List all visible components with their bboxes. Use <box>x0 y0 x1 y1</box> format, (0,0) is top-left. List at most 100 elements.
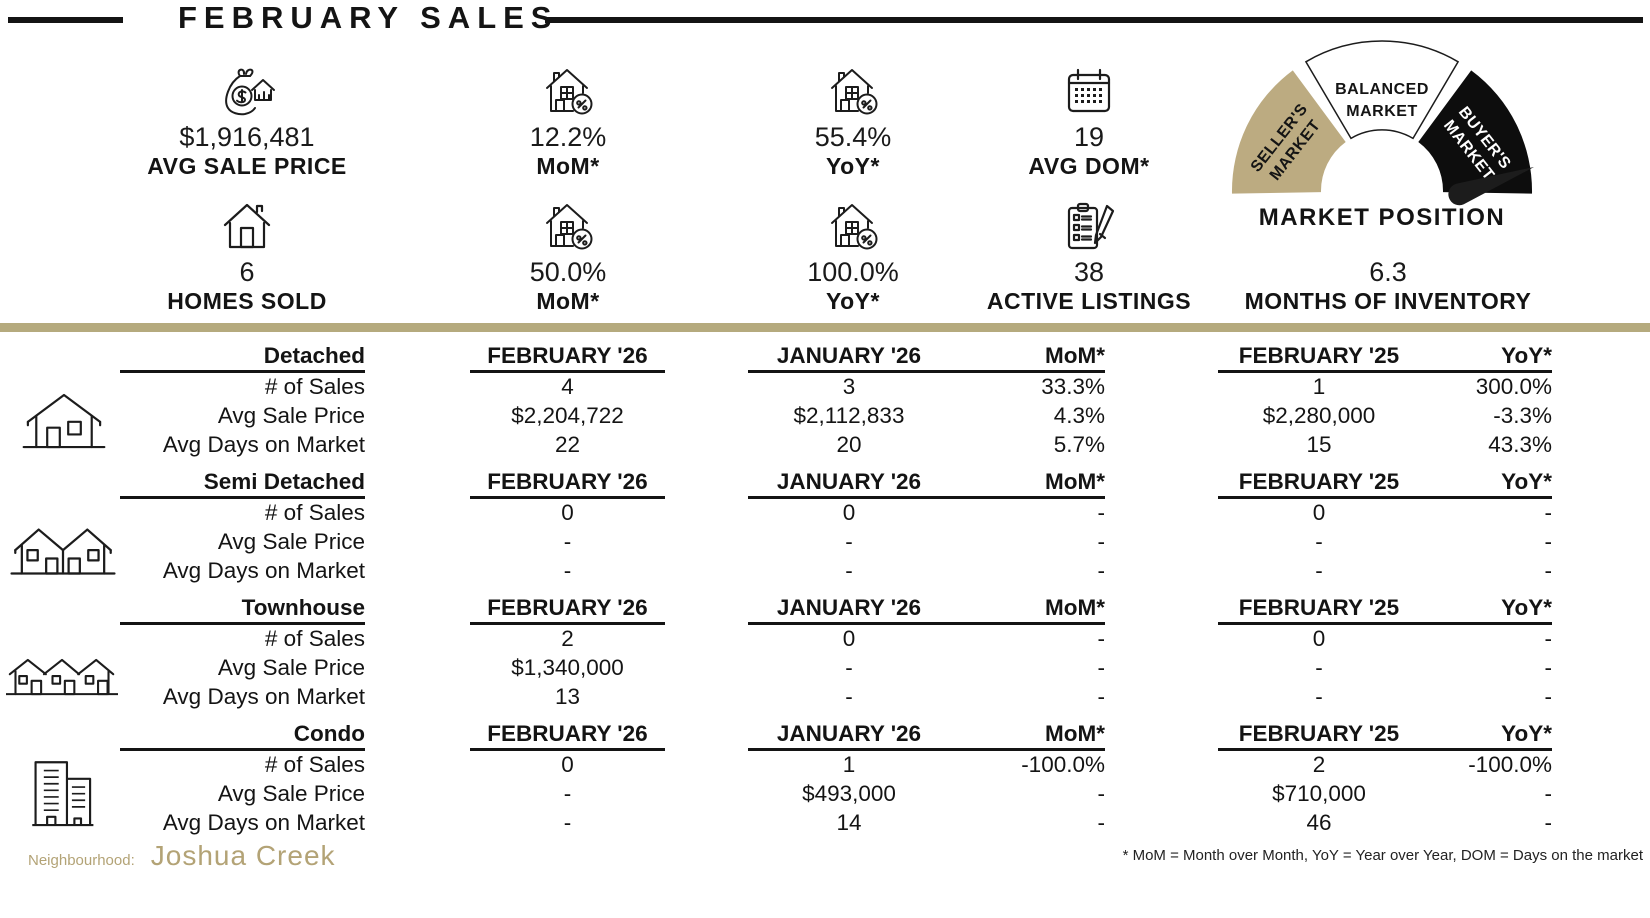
table-cell: - <box>563 810 572 836</box>
table-cell: 300.0% <box>1475 374 1552 400</box>
table-row: # of Sales 0 0 - 0 - <box>0 499 1650 528</box>
table-cell: $493,000 <box>802 781 896 807</box>
gauge-title: MARKET POSITION <box>1258 204 1506 231</box>
house-icon <box>221 201 273 253</box>
column-header: FEBRUARY '25 <box>1218 467 1420 499</box>
clipboard-pencil-icon <box>1061 201 1117 253</box>
table-cell: 1 <box>842 752 856 778</box>
column-header: FEBRUARY '26 <box>470 341 665 373</box>
section-title: Detached <box>120 341 365 373</box>
table-cell: 4.3% <box>1053 403 1105 429</box>
stat-value: $1,916,481 <box>179 122 315 152</box>
table-header-row: Condo FEBRUARY '26 JANUARY '26 MoM* FEBR… <box>0 719 1650 751</box>
column-header: FEBRUARY '26 <box>470 467 665 499</box>
stat-label: HOMES SOLD <box>167 288 327 314</box>
footnote: * MoM = Month over Month, YoY = Year ove… <box>1122 847 1643 864</box>
table-cell: - <box>1097 558 1106 584</box>
table-cell: - <box>563 781 572 807</box>
table-cell: 20 <box>836 432 862 458</box>
table-section-semi-detached: Semi Detached FEBRUARY '26 JANUARY '26 M… <box>0 467 1650 586</box>
table-row: Avg Days on Market 13 - - - - <box>0 683 1650 712</box>
table-cell: - <box>845 558 853 584</box>
row-label: Avg Days on Market <box>162 432 365 458</box>
house-percent-icon <box>827 66 879 118</box>
page-title: FEBRUARY SALES <box>178 0 559 35</box>
table-cell: 2 <box>1312 752 1326 778</box>
house-percent-icon <box>827 201 879 253</box>
table-section-townhouse: Townhouse FEBRUARY '26 JANUARY '26 MoM* … <box>0 593 1650 712</box>
stat-label: AVG SALE PRICE <box>147 153 347 179</box>
table-cell: - <box>1097 810 1106 836</box>
table-cell: - <box>563 529 572 555</box>
table-cell: 5.7% <box>1053 432 1105 458</box>
table-cell: 46 <box>1306 810 1332 836</box>
header-rule-left <box>8 17 123 23</box>
stat-value: 100.0% <box>807 257 899 287</box>
neighbourhood-label: Neighbourhood: <box>28 852 135 869</box>
table-cell: 0 <box>561 752 574 778</box>
table-cell: 15 <box>1306 432 1332 458</box>
column-header: YoY* <box>1420 593 1552 625</box>
table-cell: - <box>563 558 572 584</box>
stat-value: 38 <box>1073 257 1105 287</box>
column-header: JANUARY '26 <box>748 593 950 625</box>
section-title: Condo <box>120 719 365 751</box>
table-cell: - <box>1097 500 1106 526</box>
table-row: # of Sales 4 3 33.3% 1 300.0% <box>0 373 1650 402</box>
table-cell: - <box>1315 558 1323 584</box>
gauge-segment-buyers <box>1418 70 1533 194</box>
table-row: Avg Days on Market 22 20 5.7% 15 43.3% <box>0 431 1650 460</box>
row-label: Avg Sale Price <box>217 655 365 681</box>
money-bag-house-icon <box>217 66 277 118</box>
column-header: MoM* <box>950 467 1105 499</box>
column-header: YoY* <box>1420 467 1552 499</box>
stat-yoy-price: 55.4% YoY* <box>693 66 1013 180</box>
section-title: Semi Detached <box>120 467 365 499</box>
table-cell: -3.3% <box>1493 403 1552 429</box>
column-header: FEBRUARY '25 <box>1218 593 1420 625</box>
table-cell: 0 <box>561 500 574 526</box>
accent-divider <box>0 323 1650 332</box>
stat-label: MoM* <box>536 288 600 314</box>
neighbourhood: Neighbourhood: Joshua Creek <box>28 840 336 872</box>
table-cell: $1,340,000 <box>511 655 624 681</box>
condo-buildings-icon <box>24 747 100 837</box>
stat-value: 6.3 <box>1369 257 1407 287</box>
stat-value: 12.2% <box>529 122 607 152</box>
stat-avg-dom: 19 AVG DOM* <box>929 66 1249 180</box>
table-cell: 0 <box>842 626 856 652</box>
header-rule-right <box>545 17 1643 23</box>
column-header: FEBRUARY '25 <box>1218 341 1420 373</box>
table-cell: - <box>1544 684 1553 710</box>
gauge-needle <box>1448 167 1534 206</box>
market-position-gauge: SELLER'S MARKET BALANCED MARKET BUYER'S … <box>1216 30 1548 210</box>
stat-value: 55.4% <box>814 122 892 152</box>
stat-value: 50.0% <box>529 257 607 287</box>
table-cell: 14 <box>836 810 862 836</box>
table-cell: $710,000 <box>1272 781 1366 807</box>
table-cell: 13 <box>554 684 581 710</box>
table-header-row: Townhouse FEBRUARY '26 JANUARY '26 MoM* … <box>0 593 1650 625</box>
column-header: FEBRUARY '25 <box>1218 719 1420 751</box>
table-cell: -100.0% <box>1021 752 1105 778</box>
stat-homes-sold: 6 HOMES SOLD <box>87 201 407 315</box>
table-cell: - <box>1097 626 1106 652</box>
stat-value: 19 <box>1073 122 1105 152</box>
table-row: Avg Sale Price $1,340,000 - - - - <box>0 654 1650 683</box>
stat-label: MoM* <box>536 153 600 179</box>
row-label: Avg Sale Price <box>217 529 365 555</box>
stat-value: 6 <box>239 257 255 287</box>
column-header: MoM* <box>950 593 1105 625</box>
column-header: JANUARY '26 <box>748 341 950 373</box>
gauge-segment-sellers <box>1231 70 1346 194</box>
sales-table: Detached FEBRUARY '26 JANUARY '26 MoM* F… <box>0 341 1650 845</box>
calendar-icon <box>1063 66 1115 118</box>
table-cell: 0 <box>1312 500 1326 526</box>
table-row: Avg Days on Market - - - - - <box>0 557 1650 586</box>
gauge-segment-balanced <box>1304 40 1460 140</box>
balanced-market-label: MARKET <box>1346 103 1417 120</box>
table-cell: 0 <box>842 500 856 526</box>
house-percent-icon <box>542 201 594 253</box>
neighbourhood-value: Joshua Creek <box>150 840 336 871</box>
